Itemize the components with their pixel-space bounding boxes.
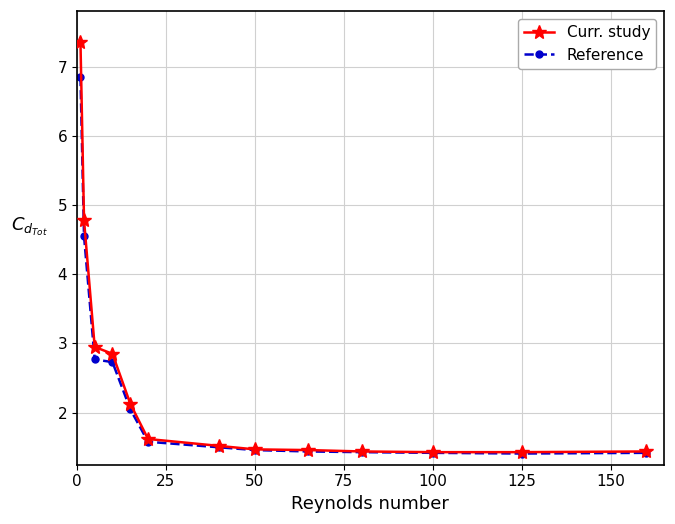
Curr. study — [144, 436, 152, 442]
Reference — [518, 451, 526, 457]
Curr. study — [126, 400, 134, 407]
Reference — [215, 444, 223, 451]
Reference — [358, 449, 366, 455]
Line: Reference: Reference — [77, 73, 649, 457]
Line: Curr. study: Curr. study — [74, 35, 653, 459]
Curr. study — [90, 344, 99, 350]
Reference — [76, 74, 84, 80]
Reference — [90, 356, 99, 363]
Reference — [144, 439, 152, 445]
Curr. study — [358, 449, 366, 455]
Legend: Curr. study, Reference: Curr. study, Reference — [518, 19, 656, 69]
Y-axis label: $C_{d_{Tot}}$: $C_{d_{Tot}}$ — [11, 216, 48, 238]
Reference — [109, 359, 117, 365]
Reference — [80, 233, 88, 239]
Reference — [304, 449, 313, 455]
Curr. study — [518, 449, 526, 455]
Curr. study — [642, 449, 650, 455]
Curr. study — [76, 39, 84, 46]
Reference — [429, 450, 437, 456]
Reference — [642, 450, 650, 456]
Reference — [126, 406, 134, 412]
Curr. study — [215, 443, 223, 449]
Curr. study — [109, 351, 117, 357]
Curr. study — [429, 449, 437, 455]
X-axis label: Reynolds number: Reynolds number — [292, 495, 450, 513]
Curr. study — [304, 447, 313, 453]
Curr. study — [250, 446, 259, 453]
Reference — [250, 447, 259, 453]
Curr. study — [80, 217, 88, 223]
